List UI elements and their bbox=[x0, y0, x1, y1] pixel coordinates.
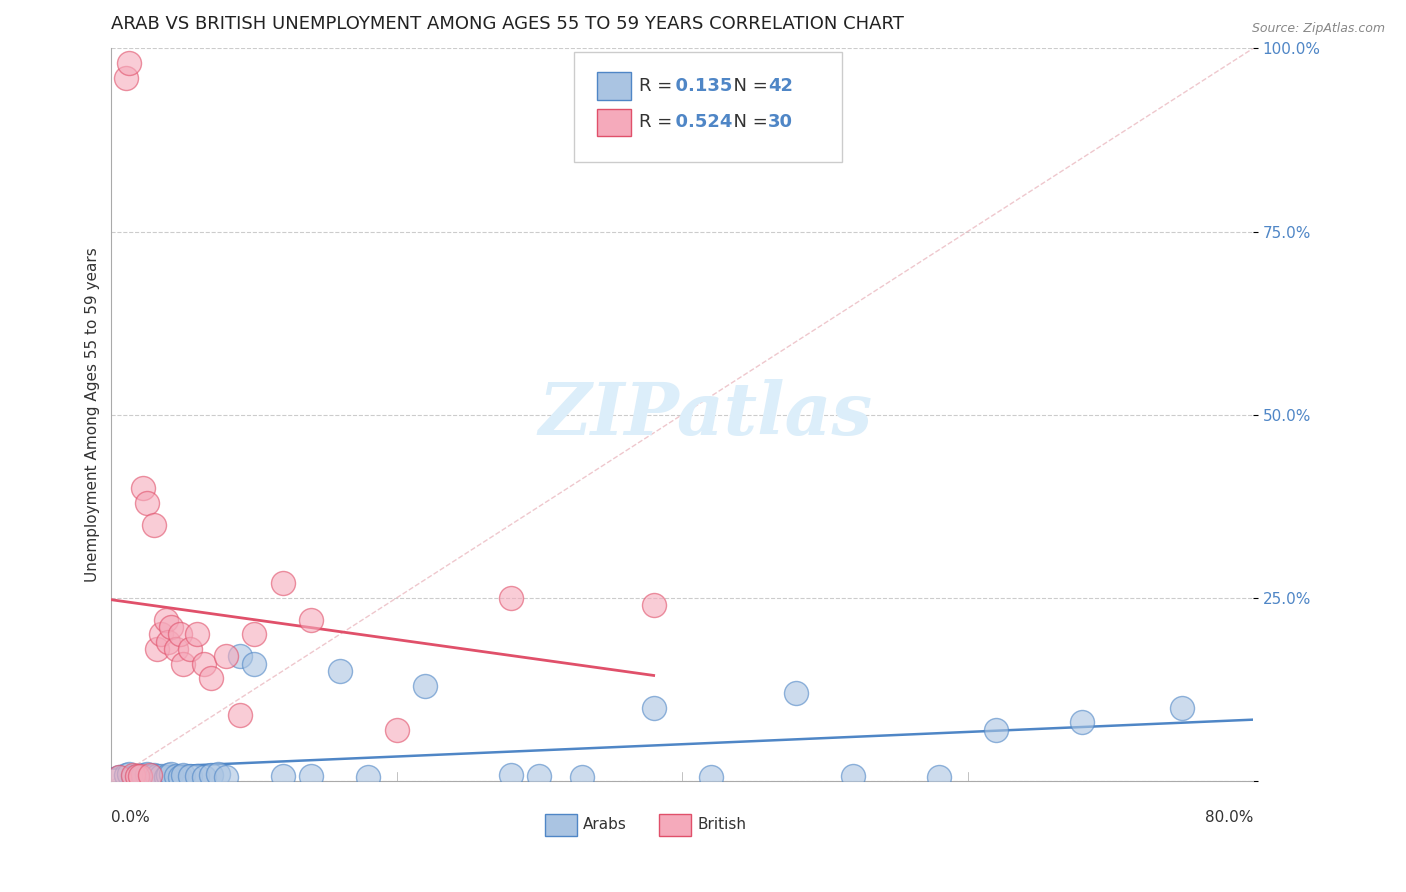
Point bbox=[172, 768, 194, 782]
Point bbox=[139, 770, 162, 784]
Point bbox=[529, 770, 551, 784]
Point bbox=[157, 634, 180, 648]
Point bbox=[121, 770, 143, 784]
Point bbox=[1070, 715, 1092, 730]
Point bbox=[169, 627, 191, 641]
Point bbox=[643, 700, 665, 714]
Text: 0.135: 0.135 bbox=[662, 77, 733, 95]
Point bbox=[146, 770, 169, 784]
Point bbox=[114, 768, 136, 782]
Text: R =: R = bbox=[638, 77, 678, 95]
Point bbox=[271, 576, 294, 591]
Point bbox=[127, 769, 149, 783]
Text: 30: 30 bbox=[768, 113, 793, 131]
Point bbox=[329, 664, 352, 678]
Point bbox=[136, 495, 159, 509]
Point bbox=[157, 768, 180, 782]
Point bbox=[271, 770, 294, 784]
Point bbox=[193, 770, 215, 784]
Point bbox=[357, 770, 380, 784]
Point bbox=[136, 766, 159, 780]
Text: British: British bbox=[697, 817, 747, 832]
Text: N =: N = bbox=[723, 77, 773, 95]
FancyBboxPatch shape bbox=[546, 814, 578, 836]
Point bbox=[165, 769, 187, 783]
Point bbox=[155, 613, 177, 627]
FancyBboxPatch shape bbox=[596, 72, 631, 100]
Point bbox=[172, 657, 194, 671]
Point bbox=[150, 769, 173, 783]
Point bbox=[160, 620, 183, 634]
Point bbox=[132, 481, 155, 495]
FancyBboxPatch shape bbox=[574, 52, 842, 162]
Point bbox=[499, 768, 522, 782]
Text: N =: N = bbox=[723, 113, 773, 131]
Point bbox=[200, 768, 222, 782]
Text: R =: R = bbox=[638, 113, 678, 131]
Text: 0.0%: 0.0% bbox=[111, 810, 150, 825]
Point bbox=[1170, 700, 1192, 714]
Point bbox=[842, 769, 865, 783]
Text: 42: 42 bbox=[768, 77, 793, 95]
Point bbox=[132, 768, 155, 782]
Point bbox=[200, 671, 222, 685]
Point bbox=[143, 768, 166, 782]
Text: Source: ZipAtlas.com: Source: ZipAtlas.com bbox=[1251, 22, 1385, 36]
Point bbox=[129, 770, 152, 784]
Point bbox=[299, 769, 322, 783]
Point bbox=[984, 723, 1007, 737]
Point bbox=[129, 770, 152, 784]
Point bbox=[243, 627, 266, 641]
Y-axis label: Unemployment Among Ages 55 to 59 years: Unemployment Among Ages 55 to 59 years bbox=[86, 247, 100, 582]
Point bbox=[155, 770, 177, 784]
Point bbox=[165, 642, 187, 657]
FancyBboxPatch shape bbox=[659, 814, 692, 836]
Point bbox=[700, 770, 723, 784]
Point bbox=[179, 642, 201, 657]
Point bbox=[229, 649, 252, 664]
Point bbox=[117, 766, 139, 780]
Point bbox=[143, 517, 166, 532]
Point bbox=[243, 657, 266, 671]
Point bbox=[928, 770, 950, 784]
Point bbox=[139, 768, 162, 782]
Point bbox=[229, 708, 252, 723]
Point bbox=[571, 770, 593, 784]
Point bbox=[114, 70, 136, 85]
Point bbox=[186, 769, 208, 783]
Text: ZIPatlas: ZIPatlas bbox=[538, 379, 872, 450]
FancyBboxPatch shape bbox=[596, 109, 631, 136]
Point bbox=[127, 769, 149, 783]
Point bbox=[207, 766, 229, 780]
Point bbox=[385, 723, 408, 737]
Point bbox=[214, 770, 236, 784]
Point bbox=[107, 770, 129, 784]
Point bbox=[499, 591, 522, 605]
Point bbox=[121, 768, 143, 782]
Point bbox=[299, 613, 322, 627]
Point bbox=[186, 627, 208, 641]
Point bbox=[146, 642, 169, 657]
Point bbox=[415, 679, 437, 693]
Text: Arabs: Arabs bbox=[583, 817, 627, 832]
Point bbox=[785, 686, 807, 700]
Point bbox=[169, 770, 191, 784]
Point bbox=[117, 56, 139, 70]
Text: ARAB VS BRITISH UNEMPLOYMENT AMONG AGES 55 TO 59 YEARS CORRELATION CHART: ARAB VS BRITISH UNEMPLOYMENT AMONG AGES … bbox=[111, 15, 904, 33]
Point bbox=[643, 598, 665, 612]
Point bbox=[179, 770, 201, 784]
Point bbox=[150, 627, 173, 641]
Text: 80.0%: 80.0% bbox=[1205, 810, 1253, 825]
Point bbox=[160, 766, 183, 780]
Text: 0.524: 0.524 bbox=[662, 113, 733, 131]
Point bbox=[193, 657, 215, 671]
Point bbox=[214, 649, 236, 664]
Point bbox=[107, 770, 129, 784]
